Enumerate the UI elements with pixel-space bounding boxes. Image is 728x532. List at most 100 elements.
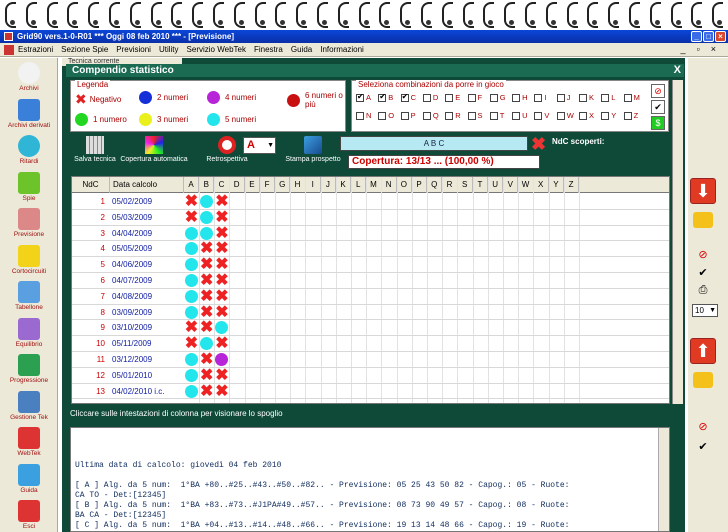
cell-b[interactable]: ✖ xyxy=(199,288,214,304)
checkbox-box[interactable] xyxy=(489,111,498,120)
checkbox-box[interactable] xyxy=(422,93,431,102)
checkbox-f[interactable]: F xyxy=(467,93,482,102)
cell-c[interactable]: ✖ xyxy=(214,288,229,304)
check-icon[interactable]: ✔ xyxy=(698,267,708,279)
checkbox-e[interactable]: E xyxy=(445,93,460,102)
menu-finestra[interactable]: Finestra xyxy=(253,45,283,54)
sidebar-item-archivi-derivati[interactable]: Archivi derivati xyxy=(0,98,58,129)
no-entry-icon[interactable]: ⊘ xyxy=(698,421,708,433)
col-header-k[interactable]: K xyxy=(336,177,352,193)
mdi-minimize-icon[interactable]: _ xyxy=(680,44,686,54)
checkbox-box[interactable] xyxy=(445,93,454,102)
checkbox-b[interactable]: B xyxy=(378,92,393,102)
checkbox-box[interactable] xyxy=(601,111,610,120)
cell-c[interactable]: ✖ xyxy=(214,383,229,399)
checkbox-g[interactable]: G xyxy=(489,93,506,102)
col-header-n[interactable]: N xyxy=(382,177,397,193)
cell-a[interactable] xyxy=(184,257,199,272)
col-header-f[interactable]: F xyxy=(260,177,276,193)
sidebar-item-tabellone[interactable]: Tabellone xyxy=(0,281,58,311)
col-header-w[interactable]: W xyxy=(518,177,534,193)
row-date[interactable]: 05/11/2009 xyxy=(112,339,152,349)
row-date[interactable]: 03/12/2009 xyxy=(112,355,153,364)
checkbox-box[interactable] xyxy=(556,111,565,120)
checkbox-box[interactable] xyxy=(623,93,632,102)
cell-c[interactable]: ✖ xyxy=(214,225,229,241)
col-header-e[interactable]: E xyxy=(245,177,260,193)
checkbox-box[interactable] xyxy=(534,93,543,102)
checkbox-k[interactable]: K xyxy=(579,93,594,102)
cell-b[interactable]: ✖ xyxy=(199,367,214,383)
checkbox-w[interactable]: W xyxy=(556,111,574,120)
cell-a[interactable]: ✖ xyxy=(184,194,199,210)
cell-b[interactable] xyxy=(199,194,214,209)
col-header-m[interactable]: M xyxy=(366,177,382,193)
col-header-date[interactable]: Data calcolo xyxy=(110,177,184,193)
col-header-q[interactable]: Q xyxy=(427,177,443,193)
check-icon[interactable]: ✔ xyxy=(698,441,708,453)
cell-c[interactable]: ✖ xyxy=(214,304,229,320)
cell-b[interactable]: ✖ xyxy=(199,352,214,368)
sidebar-item-previsione[interactable]: Previsione xyxy=(0,208,58,238)
no-entry-icon[interactable]: ⊘ xyxy=(698,249,708,261)
printer-icon[interactable]: ⎙ xyxy=(698,284,708,296)
cell-c[interactable] xyxy=(214,320,229,335)
checkbox-i[interactable]: I xyxy=(534,93,546,102)
sidebar-item-gestione-tek[interactable]: Gestione Tek xyxy=(0,390,58,421)
cell-a[interactable] xyxy=(184,289,199,304)
col-header-y[interactable]: Y xyxy=(549,177,564,193)
menu-sezione-spie[interactable]: Sezione Spie xyxy=(61,45,109,54)
cell-b[interactable]: ✖ xyxy=(199,383,214,399)
checkbox-box[interactable] xyxy=(556,93,565,102)
cell-c[interactable]: ✖ xyxy=(214,257,229,273)
copertura-automatica-button[interactable]: Copertura automatica xyxy=(120,136,188,163)
col-header-t[interactable]: T xyxy=(473,177,488,193)
cell-b[interactable]: ✖ xyxy=(199,257,214,273)
cell-b[interactable]: ✖ xyxy=(199,304,214,320)
menu-previsioni[interactable]: Previsioni xyxy=(116,45,151,54)
checkbox-box[interactable] xyxy=(400,92,409,102)
retrospettiva-button[interactable]: Retrospettiva xyxy=(200,136,254,163)
cell-a[interactable]: ✖ xyxy=(184,336,199,352)
tab-tecnica-corrente[interactable]: Tecnica corrente xyxy=(62,58,182,66)
salva-tecnica-button[interactable]: Salva tecnica xyxy=(70,136,120,163)
checkbox-box[interactable] xyxy=(422,111,431,120)
checkbox-d[interactable]: D xyxy=(422,93,438,102)
checkbox-box[interactable] xyxy=(489,93,498,102)
checkbox-l[interactable]: L xyxy=(601,93,615,102)
sidebar-item-esci[interactable]: Esci xyxy=(0,500,58,530)
cell-c[interactable]: ✖ xyxy=(214,194,229,210)
checkbox-box[interactable] xyxy=(623,111,632,120)
cell-c[interactable] xyxy=(214,352,229,367)
checkbox-y[interactable]: Y xyxy=(601,111,616,120)
sidebar-item-ritardi[interactable]: Ritardi xyxy=(0,135,58,165)
letter-dropdown[interactable]: A ▼ xyxy=(243,137,276,154)
select-all-icon[interactable]: $ xyxy=(651,116,665,130)
cell-c[interactable]: ✖ xyxy=(214,209,229,225)
checkbox-box[interactable] xyxy=(467,93,476,102)
cell-a[interactable] xyxy=(184,241,199,256)
no-entry-icon[interactable]: ⊘ xyxy=(651,84,665,98)
col-header-o[interactable]: O xyxy=(397,177,412,193)
checkbox-j[interactable]: J xyxy=(556,93,570,102)
col-header-s[interactable]: S xyxy=(458,177,473,193)
checkbox-a[interactable]: A xyxy=(356,92,371,102)
checkbox-u[interactable]: U xyxy=(512,111,528,120)
mdi-restore-icon[interactable]: ▫ xyxy=(696,44,700,54)
checkbox-box[interactable] xyxy=(579,93,587,102)
row-date[interactable]: 04/02/2010 i.c. xyxy=(112,386,165,396)
row-date[interactable]: 04/06/2009 xyxy=(112,260,153,270)
menu-guida[interactable]: Guida xyxy=(290,45,313,54)
stampa-prospetto-button[interactable]: Stampa prospetto xyxy=(282,136,344,163)
checkbox-box[interactable] xyxy=(601,93,610,102)
cell-c[interactable]: ✖ xyxy=(214,367,229,383)
cell-a[interactable] xyxy=(184,273,199,288)
checkbox-box[interactable] xyxy=(445,111,454,120)
checkbox-box[interactable] xyxy=(356,92,364,102)
cell-a[interactable] xyxy=(184,226,199,241)
cell-c[interactable]: ✖ xyxy=(214,241,229,257)
row-date[interactable]: 05/01/2010 xyxy=(112,370,153,380)
col-header-b[interactable]: B xyxy=(199,177,215,193)
col-header-j[interactable]: J xyxy=(321,177,336,193)
col-header-c[interactable]: C xyxy=(214,177,230,193)
